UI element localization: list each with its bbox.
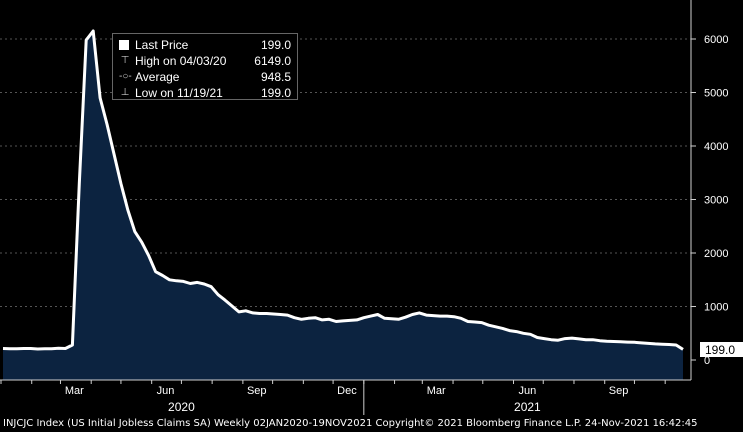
legend-row-last: Last Price 199.0 <box>119 37 291 53</box>
x-tick-label: Dec <box>337 385 357 397</box>
legend-row-high: ⊤ High on 04/03/20 6149.0 <box>119 53 291 69</box>
low-marker-icon: ⊥ <box>120 87 130 98</box>
last-price-tag: 199.0 <box>700 342 743 357</box>
x-axis-ticks: Mar Jun Sep Dec Mar Jun Sep <box>0 380 666 397</box>
high-marker-icon: ⊤ <box>120 55 130 66</box>
legend-last-value: 199.0 <box>260 38 291 52</box>
y-axis-ticks: 0 1000 2000 3000 4000 5000 6000 <box>691 34 728 367</box>
y-tick-label: 6000 <box>704 34 728 46</box>
legend-box: Last Price 199.0 ⊤ High on 04/03/20 6149… <box>112 33 298 100</box>
legend-high-value: 6149.0 <box>254 54 291 68</box>
y-tick-label: 2000 <box>704 248 728 260</box>
footer-caption: INJCJC Index (US Initial Jobless Claims … <box>3 418 698 429</box>
x-tick-label: Mar <box>427 385 446 397</box>
average-marker-icon: -○- <box>119 71 132 82</box>
legend-average-value: 948.5 <box>260 70 291 84</box>
legend-low-label: Low on 11/19/21 <box>135 86 223 100</box>
last-price-tag-box <box>700 342 743 357</box>
year-label: 2020 <box>168 400 195 414</box>
year-label: 2021 <box>514 400 541 414</box>
legend-high-label: High on 04/03/20 <box>135 54 227 68</box>
x-tick-label: Jun <box>519 385 537 397</box>
series-line <box>2 29 684 351</box>
year-labels: 2020 2021 <box>168 380 541 415</box>
y-tick-label: 4000 <box>704 141 728 153</box>
legend-average-label: Average <box>135 70 180 84</box>
x-tick-label: Jun <box>157 385 175 397</box>
y-tick-label: 5000 <box>704 88 728 100</box>
last-price-marker-icon <box>119 40 129 50</box>
series-area <box>3 31 683 380</box>
y-tick-label: 0 <box>704 355 710 367</box>
x-tick-label: Mar <box>65 385 84 397</box>
legend-row-average: -○- Average 948.5 <box>119 69 291 85</box>
legend-row-low: ⊥ Low on 11/19/21 199.0 <box>119 85 291 101</box>
y-tick-label: 3000 <box>704 195 728 207</box>
y-tick-label: 1000 <box>704 302 728 314</box>
last-price-tag-text: 199.0 <box>705 343 735 357</box>
legend-last-label: Last Price <box>135 38 189 52</box>
x-tick-label: Sep <box>247 385 267 397</box>
legend-low-value: 199.0 <box>260 86 291 100</box>
x-tick-label: Sep <box>609 385 629 397</box>
